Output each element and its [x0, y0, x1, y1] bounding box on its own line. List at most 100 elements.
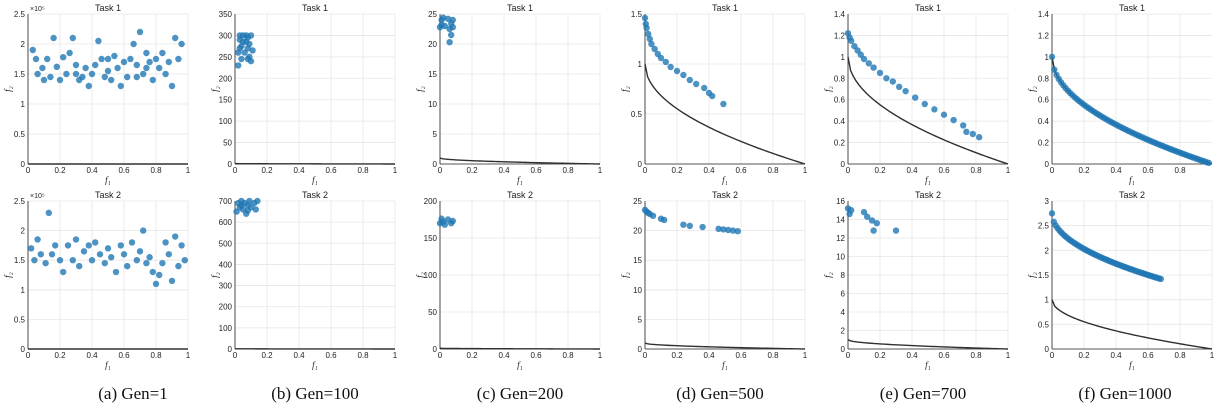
y-tick-label: 200	[424, 197, 438, 206]
subplot-7: 0 0.2 0.4 0.6 0.8 1 0 0.5 1 1.5 2 2.5 Task 2 f₁ f₂ ×10⁵	[3, 190, 191, 370]
data-point	[80, 248, 88, 255]
x-tick-label: 0.4	[293, 166, 305, 175]
data-point	[449, 16, 456, 24]
data-point	[729, 227, 737, 234]
data-point	[699, 223, 706, 231]
subplot-title: Task 1	[302, 3, 328, 13]
data-point	[902, 87, 909, 95]
data-point	[963, 128, 970, 136]
data-point	[133, 73, 140, 81]
subplot-1: 0 0.2 0.4 0.6 0.8 1 0 0.5 1 1.5 2 2.5 Task 1 f₁ f₂ ×10⁵	[3, 3, 191, 185]
data-point	[120, 251, 128, 258]
x-tick-label: 0.2	[1078, 166, 1090, 175]
subplot-title: Task 1	[915, 3, 941, 13]
x-tick-label: 0.6	[735, 351, 747, 360]
data-point	[1157, 275, 1165, 283]
data-point	[657, 54, 665, 62]
data-point	[648, 40, 655, 48]
data-point	[85, 242, 93, 249]
data-point	[244, 55, 251, 63]
data-point	[69, 257, 77, 264]
data-point	[960, 122, 967, 129]
y-tick-label: 8	[841, 271, 846, 280]
data-point	[37, 251, 44, 258]
data-point	[53, 63, 60, 70]
y-tick-label: 0.8	[1038, 74, 1050, 83]
data-point	[912, 94, 919, 101]
x-tick-label: 0.8	[970, 351, 982, 360]
y-tick-label: 1.4	[834, 10, 846, 19]
x-tick-label: 0.6	[118, 166, 130, 175]
x-axis-label: f₁	[312, 360, 318, 370]
data-point	[661, 216, 668, 224]
y-tick-label: 0	[228, 345, 233, 354]
pareto-front-line	[847, 339, 1009, 350]
data-point	[39, 64, 46, 72]
data-point	[108, 254, 115, 261]
data-point	[47, 73, 54, 81]
subplot-title: Task 2	[95, 190, 121, 200]
x-tick-label: 0.4	[906, 351, 918, 360]
x-tick-label: 0.2	[466, 166, 478, 175]
x-tick-label: 0.2	[54, 351, 66, 360]
x-tick-label: 1	[393, 351, 398, 360]
y-tick-label: 12	[836, 234, 845, 243]
x-axis-label: f₁	[517, 360, 523, 370]
x-tick-label: 0.2	[261, 166, 273, 175]
data-point	[1051, 66, 1058, 73]
data-point	[673, 67, 681, 75]
data-point	[449, 24, 456, 31]
x-tick-label: 0.2	[466, 351, 478, 360]
x-tick-label: 0	[1050, 351, 1055, 360]
y-tick-label: 0.5	[14, 130, 26, 139]
y-tick-label: 50	[428, 308, 437, 317]
subplot-4: 0 0.2 0.4 0.6 0.8 1 0 0.5 1 1.5 Task 1 f₁ f₂	[620, 3, 808, 185]
y-tick-label: 1	[21, 286, 26, 295]
data-point	[969, 130, 976, 138]
data-point	[69, 34, 77, 42]
x-tick-label: 0.8	[357, 166, 369, 175]
data-point	[48, 251, 56, 258]
data-point	[172, 34, 179, 42]
x-tick-label: 0.8	[767, 351, 779, 360]
x-tick-label: 0.2	[874, 166, 886, 175]
data-point	[146, 58, 153, 66]
pareto-front-line	[644, 63, 806, 165]
y-tick-label: 10	[428, 100, 437, 109]
data-point	[239, 38, 247, 46]
y-tick-label: 0.2	[1038, 139, 1050, 148]
y-tick-label: 0.4	[1038, 117, 1050, 126]
data-point	[873, 220, 880, 227]
data-point	[92, 239, 99, 246]
data-point	[448, 31, 455, 39]
data-point	[44, 55, 51, 63]
x-tick-label: 0	[846, 351, 851, 360]
y-multiplier: ×10⁵	[30, 193, 45, 200]
subplot-5: 0 0.2 0.4 0.6 0.8 1 0 0.2 0.4 0.6 0.8 1 1.2 1.4 Task 1…	[823, 3, 1011, 185]
x-tick-label: 0	[26, 351, 31, 360]
x-tick-label: 0.8	[562, 166, 574, 175]
data-point	[876, 69, 884, 77]
data-point	[868, 217, 876, 224]
x-tick-label: 0.4	[906, 166, 918, 175]
data-point	[860, 208, 868, 216]
data-point	[864, 213, 871, 220]
y-tick-label: 15	[428, 70, 437, 79]
x-tick-label: 0.6	[938, 351, 950, 360]
y-tick-label: 0.4	[834, 117, 846, 126]
x-tick-label: 0.4	[498, 351, 510, 360]
data-point	[34, 70, 41, 78]
data-point	[60, 268, 67, 276]
x-tick-label: 0	[233, 351, 238, 360]
data-point	[140, 70, 147, 78]
data-point	[124, 73, 131, 81]
pareto-front-line	[439, 347, 601, 350]
x-axis-label: f₁	[722, 175, 728, 185]
x-tick-label: 1	[803, 166, 808, 175]
data-point	[79, 73, 86, 81]
data-point	[449, 217, 456, 225]
x-tick-label: 0.6	[530, 166, 542, 175]
x-tick-label: 0.8	[357, 351, 369, 360]
data-point	[940, 111, 948, 118]
